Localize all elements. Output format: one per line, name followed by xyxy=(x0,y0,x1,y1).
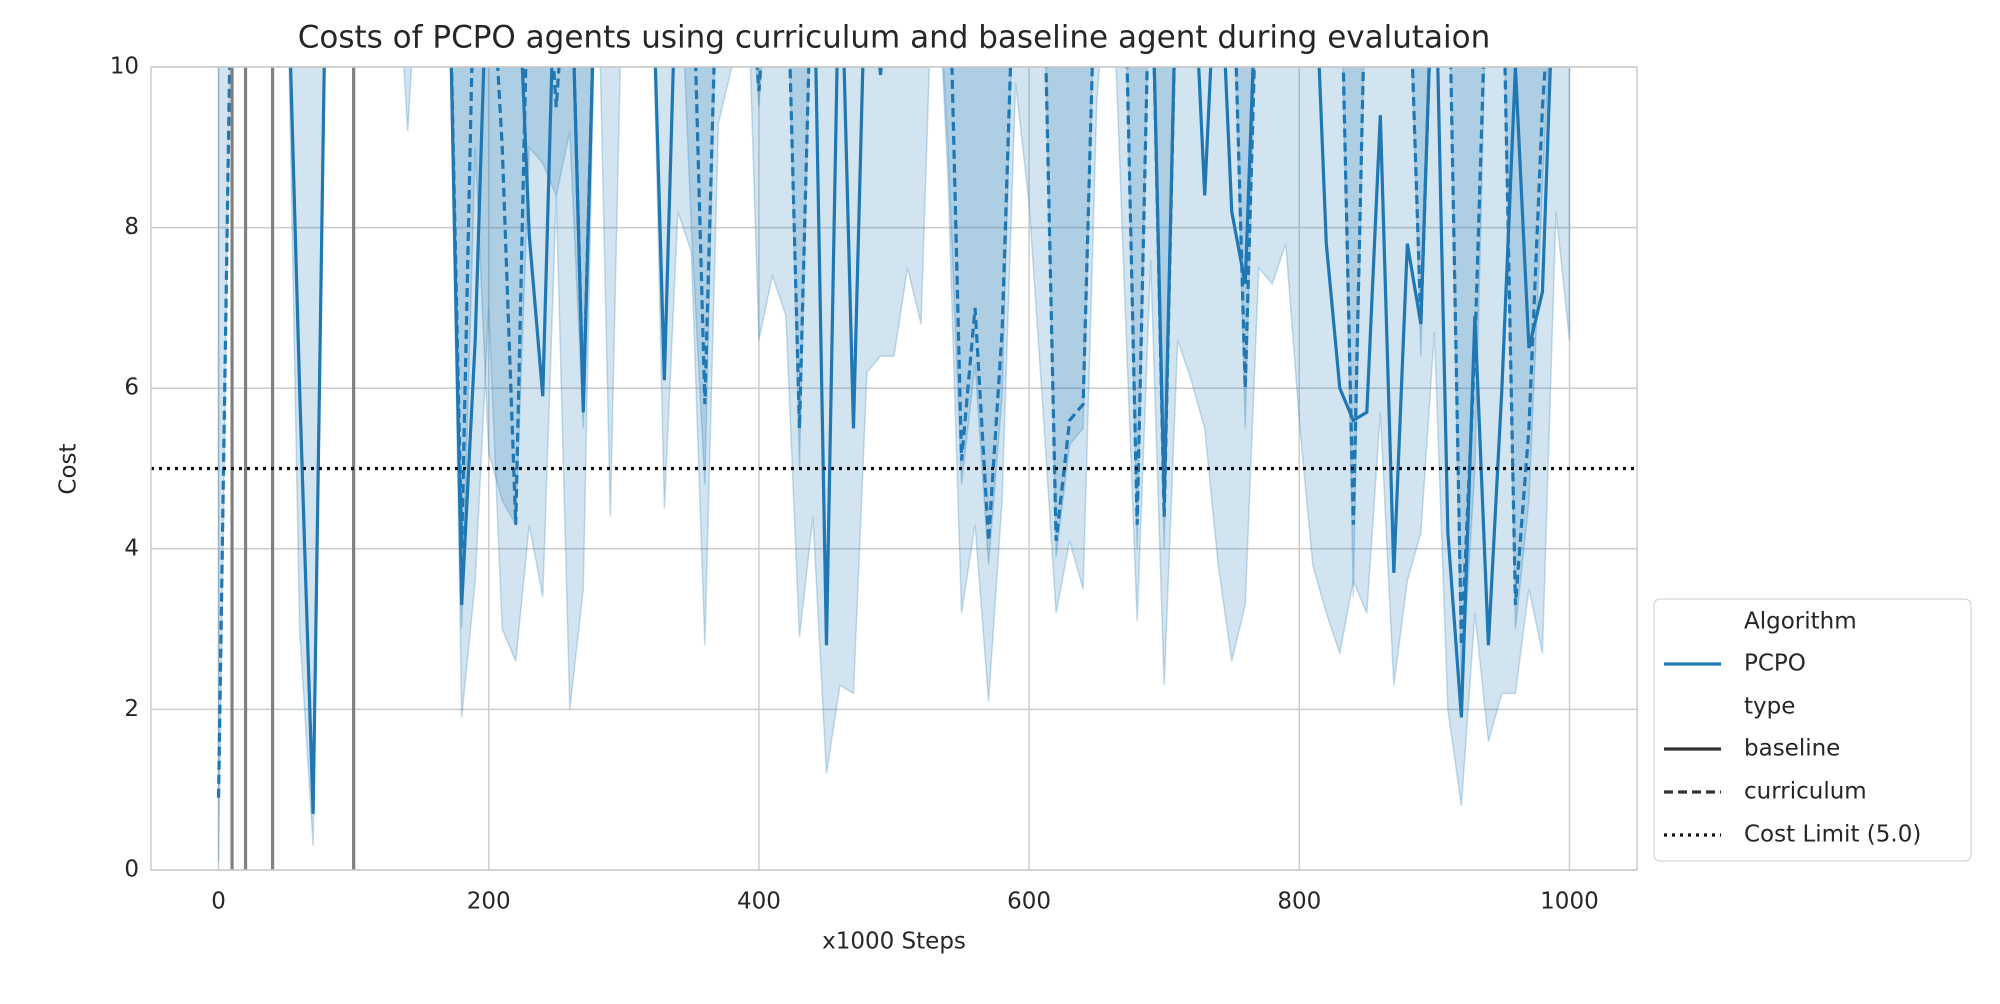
y-tick-label: 2 xyxy=(124,696,139,722)
x-tick-label: 400 xyxy=(737,889,781,915)
plot-area xyxy=(151,67,1637,870)
x-tick-label: 800 xyxy=(1277,889,1321,915)
y-tick-label: 10 xyxy=(110,54,139,80)
y-tick-label: 8 xyxy=(124,214,139,240)
x-tick-label: 0 xyxy=(211,889,226,915)
chart-title: Costs of PCPO agents using curriculum an… xyxy=(298,20,1491,56)
legend-label: PCPO xyxy=(1744,651,1806,677)
x-tick-label: 1000 xyxy=(1540,889,1599,915)
legend-title: type xyxy=(1744,694,1795,720)
legend: Algorithm PCPO type baseline curriculum Cost … xyxy=(1653,598,1972,862)
legend-label: curriculum xyxy=(1744,779,1867,805)
y-tick-label: 0 xyxy=(124,857,139,883)
plot-frame xyxy=(150,66,1638,871)
legend-label: Cost Limit (5.0) xyxy=(1744,822,1921,848)
x-tick-label: 600 xyxy=(1007,889,1051,915)
y-tick-label: 6 xyxy=(124,375,139,401)
confidence-band xyxy=(288,67,1571,846)
y-axis-label: Cost xyxy=(56,443,82,494)
legend-title: Algorithm xyxy=(1744,609,1857,635)
x-axis-label: x1000 Steps xyxy=(822,929,966,955)
legend-label: baseline xyxy=(1744,736,1840,762)
series-line xyxy=(288,67,1552,814)
legend-box xyxy=(1653,598,1972,862)
y-tick-label: 4 xyxy=(124,535,139,561)
x-tick-label: 200 xyxy=(467,889,511,915)
